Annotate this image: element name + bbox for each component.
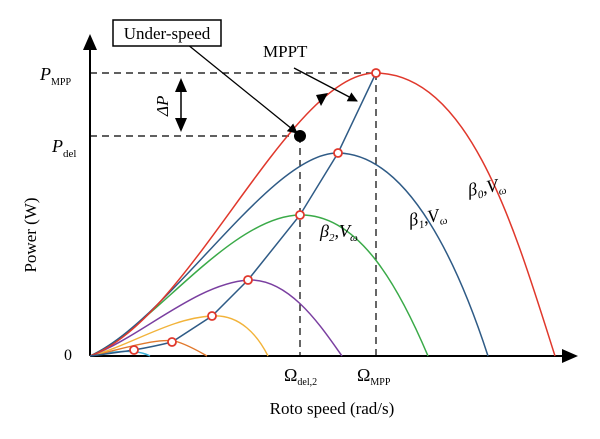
curve-beta0-v: ,V <box>480 175 501 198</box>
omega-del-symbol: Ω <box>284 365 297 385</box>
curve-beta1 <box>89 152 489 357</box>
peak-marker <box>333 148 343 158</box>
x-axis-title: Roto speed (rad/s) <box>270 399 395 418</box>
curve-beta0-symbol: β <box>465 179 478 200</box>
peak-marker <box>167 337 177 347</box>
peak-marker <box>207 311 217 321</box>
curve-beta2-symbol: β <box>319 221 329 241</box>
curve-orange <box>89 339 208 357</box>
curve-beta2-v-subscript: ω <box>350 232 358 244</box>
curve-beta1-symbol: β <box>406 209 419 230</box>
under-speed-pointer <box>181 39 298 134</box>
curve-beta1-subscript: 1 <box>418 219 426 232</box>
curve-beta0-v-subscript: ω <box>498 184 508 197</box>
curve-beta2-subscript: 2 <box>329 232 335 244</box>
p-mpp-subscript: MPP <box>51 77 71 88</box>
omega-mpp-label: ΩMPP <box>357 365 391 388</box>
curve-beta0-subscript: 0 <box>477 188 485 201</box>
curve-beta1-v: ,V <box>421 205 442 228</box>
peak-markers <box>129 68 381 355</box>
p-mpp-symbol: P <box>39 64 51 84</box>
peak-marker <box>129 345 139 355</box>
peak-marker <box>295 210 305 220</box>
curve-beta0-label: β0,Vω <box>465 174 507 203</box>
under-speed-label: Under-speed <box>124 24 211 43</box>
delta-p-label: ΔP <box>153 96 172 117</box>
curve-beta2-v: ,V <box>334 221 352 241</box>
y-axis-title: Power (W) <box>21 197 40 272</box>
zero-label: 0 <box>64 347 72 364</box>
curve-yellow <box>89 315 269 357</box>
omega-mpp-subscript: MPP <box>370 377 390 388</box>
mppt-pointer <box>293 67 358 102</box>
y-axis-arrowhead <box>83 34 97 50</box>
curve-beta1-label: β1,Vω <box>406 204 448 233</box>
omega-mpp-symbol: Ω <box>357 365 370 385</box>
curve-beta1-v-subscript: ω <box>439 214 449 227</box>
delta-p-arrow-down <box>175 118 187 132</box>
x-axis-arrowhead <box>562 349 578 363</box>
omega-del-label: Ωdel,2 <box>284 365 317 388</box>
curve-beta2 <box>89 214 429 357</box>
mppt-line <box>89 72 377 357</box>
p-del-subscript: del <box>63 148 76 160</box>
delta-p-arrow-up <box>175 78 187 92</box>
peak-marker <box>243 275 253 285</box>
p-mpp-label: PMPP <box>39 64 71 88</box>
peak-marker <box>371 68 381 78</box>
p-del-label: Pdel <box>51 136 76 160</box>
mppt-direction-arrowhead <box>316 93 328 106</box>
curve-beta2-label: β2,Vω <box>319 221 358 244</box>
under-speed-box <box>112 19 222 47</box>
mppt-label: MPPT <box>263 42 308 61</box>
p-del-symbol: P <box>51 136 63 156</box>
omega-del-subscript: del,2 <box>297 377 317 388</box>
